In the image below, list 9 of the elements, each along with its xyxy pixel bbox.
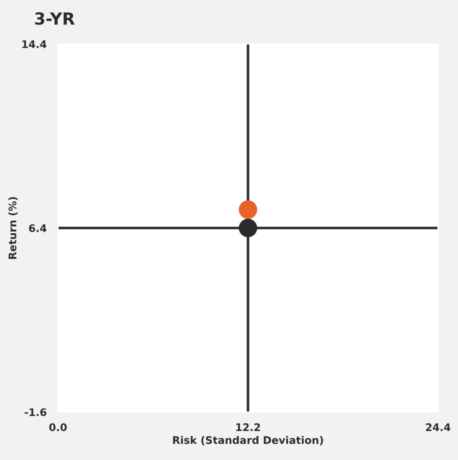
- y-tick-label: -1.6: [24, 408, 46, 416]
- y-tick-label: 6.4: [29, 224, 46, 232]
- y-axis-title: Return (%): [8, 197, 18, 259]
- x-tick-label: 24.4: [426, 423, 450, 432]
- x-tick-label: 12.2: [236, 423, 260, 432]
- chart-title: 3-YR: [35, 12, 75, 25]
- y-tick-label: 14.4: [22, 40, 46, 48]
- x-axis-title: Risk (Standard Deviation): [173, 436, 323, 446]
- x-tick-label: 0.0: [49, 423, 67, 432]
